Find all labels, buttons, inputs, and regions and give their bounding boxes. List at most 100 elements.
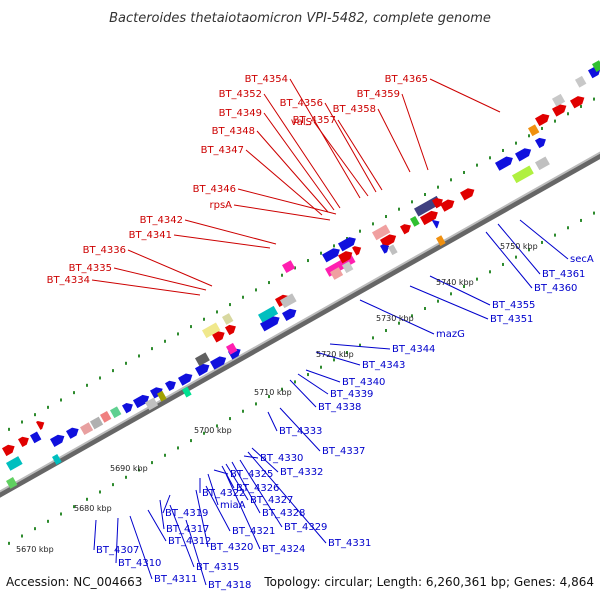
map-tick xyxy=(34,527,36,531)
gene-block xyxy=(552,93,566,107)
forward-gene-label: BT_4359 xyxy=(357,89,400,100)
map-tick xyxy=(554,233,556,237)
reverse-gene-label: BT_4310 xyxy=(118,558,161,569)
gene-arrow xyxy=(352,246,362,256)
map-tick xyxy=(242,409,244,413)
leader-line xyxy=(243,455,259,459)
reverse-gene-label: BT_4315 xyxy=(196,562,239,573)
forward-gene-label: BT_4336 xyxy=(83,245,126,256)
map-tick xyxy=(528,134,530,138)
forward-gene-label: BT_4346 xyxy=(193,184,236,195)
gene-block xyxy=(575,75,587,88)
gene-arrow xyxy=(338,251,353,264)
map-tick xyxy=(216,310,218,314)
map-tick xyxy=(567,112,569,116)
gene-block xyxy=(511,165,534,184)
leader-line xyxy=(324,102,377,193)
map-tick xyxy=(177,332,179,336)
reverse-gene-label: BT_4329 xyxy=(284,522,327,533)
gene-arrow xyxy=(495,156,513,171)
map-tick xyxy=(333,244,335,248)
leader-line xyxy=(313,121,369,197)
reverse-gene-label: BT_4333 xyxy=(279,426,322,437)
map-tick xyxy=(398,321,400,325)
scale-labels: 5670 kbp 5680 kbp 5690 kbp 5700 kbp 5710 kbp… xyxy=(16,242,538,554)
reverse-gene-label: BT_4312 xyxy=(168,536,211,547)
map-tick xyxy=(567,226,569,230)
leader-line xyxy=(162,494,171,514)
map-tick xyxy=(125,361,127,365)
reverse-gene-label: secA xyxy=(570,254,594,265)
map-tick xyxy=(515,255,517,259)
map-tick xyxy=(541,126,543,130)
map-tick xyxy=(294,380,296,384)
gene-block xyxy=(226,342,238,355)
map-tick xyxy=(203,431,205,435)
map-tick xyxy=(580,218,582,222)
leader-line xyxy=(409,285,489,320)
reverse-gene-label: BT_4307 xyxy=(96,545,139,556)
map-tick xyxy=(476,277,478,281)
scale-label: 5720 kbp xyxy=(316,350,354,359)
leader-line xyxy=(289,78,361,199)
map-tick xyxy=(450,178,452,182)
reverse-gene-label: BT_4340 xyxy=(342,377,385,388)
gene-arrow xyxy=(165,380,176,392)
map-tick xyxy=(320,365,322,369)
map-tick xyxy=(229,303,231,307)
map-tick xyxy=(359,229,361,233)
gene-block xyxy=(342,261,354,274)
gene-arrow xyxy=(195,363,210,377)
gene-block xyxy=(195,352,210,367)
reverse-gene-label: BT_4332 xyxy=(280,467,323,478)
gene-arrow xyxy=(552,104,567,117)
map-tick xyxy=(554,119,556,123)
map-tick xyxy=(255,288,257,292)
map-tick xyxy=(164,339,166,343)
forward-gene-label: BT_4341 xyxy=(129,230,172,241)
map-tick xyxy=(502,148,504,152)
leader-line xyxy=(207,473,219,506)
leader-line xyxy=(169,504,195,568)
gene-arrow xyxy=(122,403,133,414)
gene-arrow xyxy=(260,316,280,332)
reverse-gene-label: miaA xyxy=(220,500,246,511)
leader-line xyxy=(485,231,533,289)
gene-block xyxy=(592,60,600,72)
reverse-gene-label: BT_4344 xyxy=(392,344,435,355)
map-tick xyxy=(450,292,452,296)
gene-block xyxy=(372,224,391,241)
gene-arrow xyxy=(338,237,356,252)
reverse-gene-label: BT_4339 xyxy=(330,389,373,400)
gene-arrow xyxy=(440,199,455,212)
map-tick xyxy=(411,314,413,318)
leader-line xyxy=(184,219,277,245)
map-tick xyxy=(151,347,153,351)
gene-features xyxy=(2,60,600,489)
forward-gene-label: BT_4357 xyxy=(293,115,336,126)
leader-line xyxy=(305,369,341,383)
leader-line xyxy=(247,451,327,544)
map-tick xyxy=(463,170,465,174)
gene-arrow xyxy=(570,96,585,109)
reverse-gene-label: BT_4338 xyxy=(318,402,361,413)
map-tick xyxy=(34,413,36,417)
map-tick xyxy=(99,376,101,380)
leader-line xyxy=(205,485,231,532)
gene-arrow xyxy=(515,148,532,162)
genome-backbone xyxy=(0,151,600,498)
map-tick xyxy=(268,281,270,285)
map-tick xyxy=(164,453,166,457)
map-tick xyxy=(372,336,374,340)
accession-text: Accession: NC_004663 xyxy=(6,575,142,589)
forward-gene-label: BT_4349 xyxy=(219,108,262,119)
gene-arrow xyxy=(535,137,546,149)
leader-line xyxy=(401,93,429,171)
map-tick xyxy=(86,383,88,387)
gene-arrow xyxy=(460,188,475,201)
gene-block xyxy=(30,431,42,444)
leader-line xyxy=(91,279,201,296)
leader-line xyxy=(429,78,501,113)
scale-label: 5750 kbp xyxy=(500,242,538,251)
map-tick xyxy=(216,424,218,428)
